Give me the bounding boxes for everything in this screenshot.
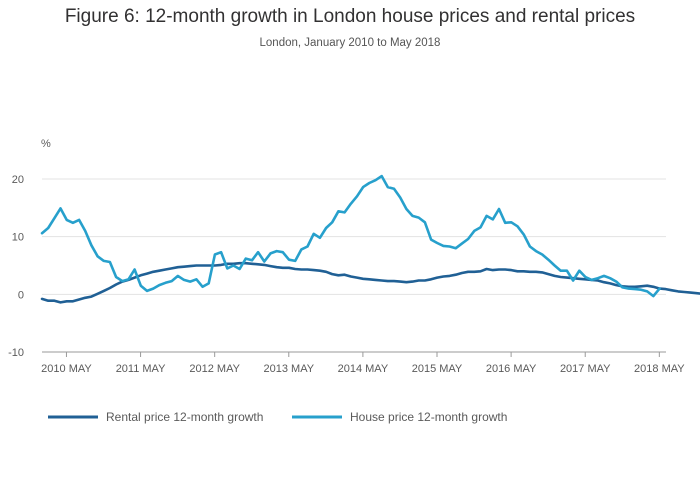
x-tick-label: 2012 MAY (189, 363, 240, 375)
x-tick-label: 2010 MAY (41, 363, 92, 375)
x-axis: 2010 MAY 2011 MAY 2012 MAY 2013 MAY 2014 MAY… (41, 351, 685, 375)
x-tick-label: 2014 MAY (338, 363, 389, 375)
y-axis-ticks: -10 0 10 20 (8, 174, 24, 359)
x-tick-label: 2015 MAY (412, 363, 463, 375)
y-tick-label: -10 (8, 347, 24, 359)
x-tick-label: 2011 MAY (116, 363, 166, 375)
series-lines (40, 174, 700, 304)
x-tick-label: 2013 MAY (264, 363, 315, 375)
chart-title: Figure 6: 12-month growth in London hous… (64, 6, 636, 27)
legend-label: Rental price 12-month growth (106, 410, 263, 424)
legend: Rental price 12-month growth House price … (48, 410, 507, 424)
y-tick-label: 10 (12, 232, 24, 244)
x-tick-label: 2017 MAY (560, 363, 611, 375)
y-tick-label: 0 (18, 289, 24, 301)
x-tick-label: 2016 MAY (486, 363, 537, 375)
chart-subtitle: London, January 2010 to May 2018 (259, 37, 441, 49)
series-line-rental (40, 261, 700, 304)
x-tick-label: 2018 MAY (634, 363, 685, 375)
y-tick-label: 20 (12, 174, 24, 186)
grid (42, 178, 666, 353)
series-line-house (40, 174, 661, 298)
y-axis-label: % (41, 138, 51, 150)
legend-label: House price 12-month growth (350, 410, 507, 424)
